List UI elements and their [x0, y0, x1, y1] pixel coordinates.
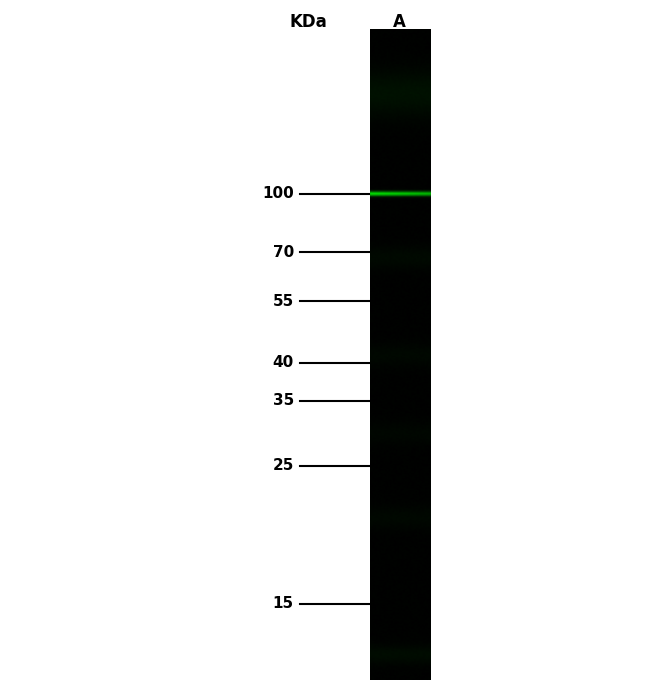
Bar: [370, 30, 430, 680]
Text: 25: 25: [272, 458, 294, 473]
Text: 35: 35: [272, 393, 294, 408]
Text: 15: 15: [273, 596, 294, 611]
Text: 100: 100: [262, 186, 294, 201]
Text: KDa: KDa: [290, 13, 328, 31]
Text: 70: 70: [272, 245, 294, 260]
Text: 55: 55: [272, 293, 294, 309]
Text: A: A: [393, 13, 406, 31]
Text: 40: 40: [272, 355, 294, 370]
